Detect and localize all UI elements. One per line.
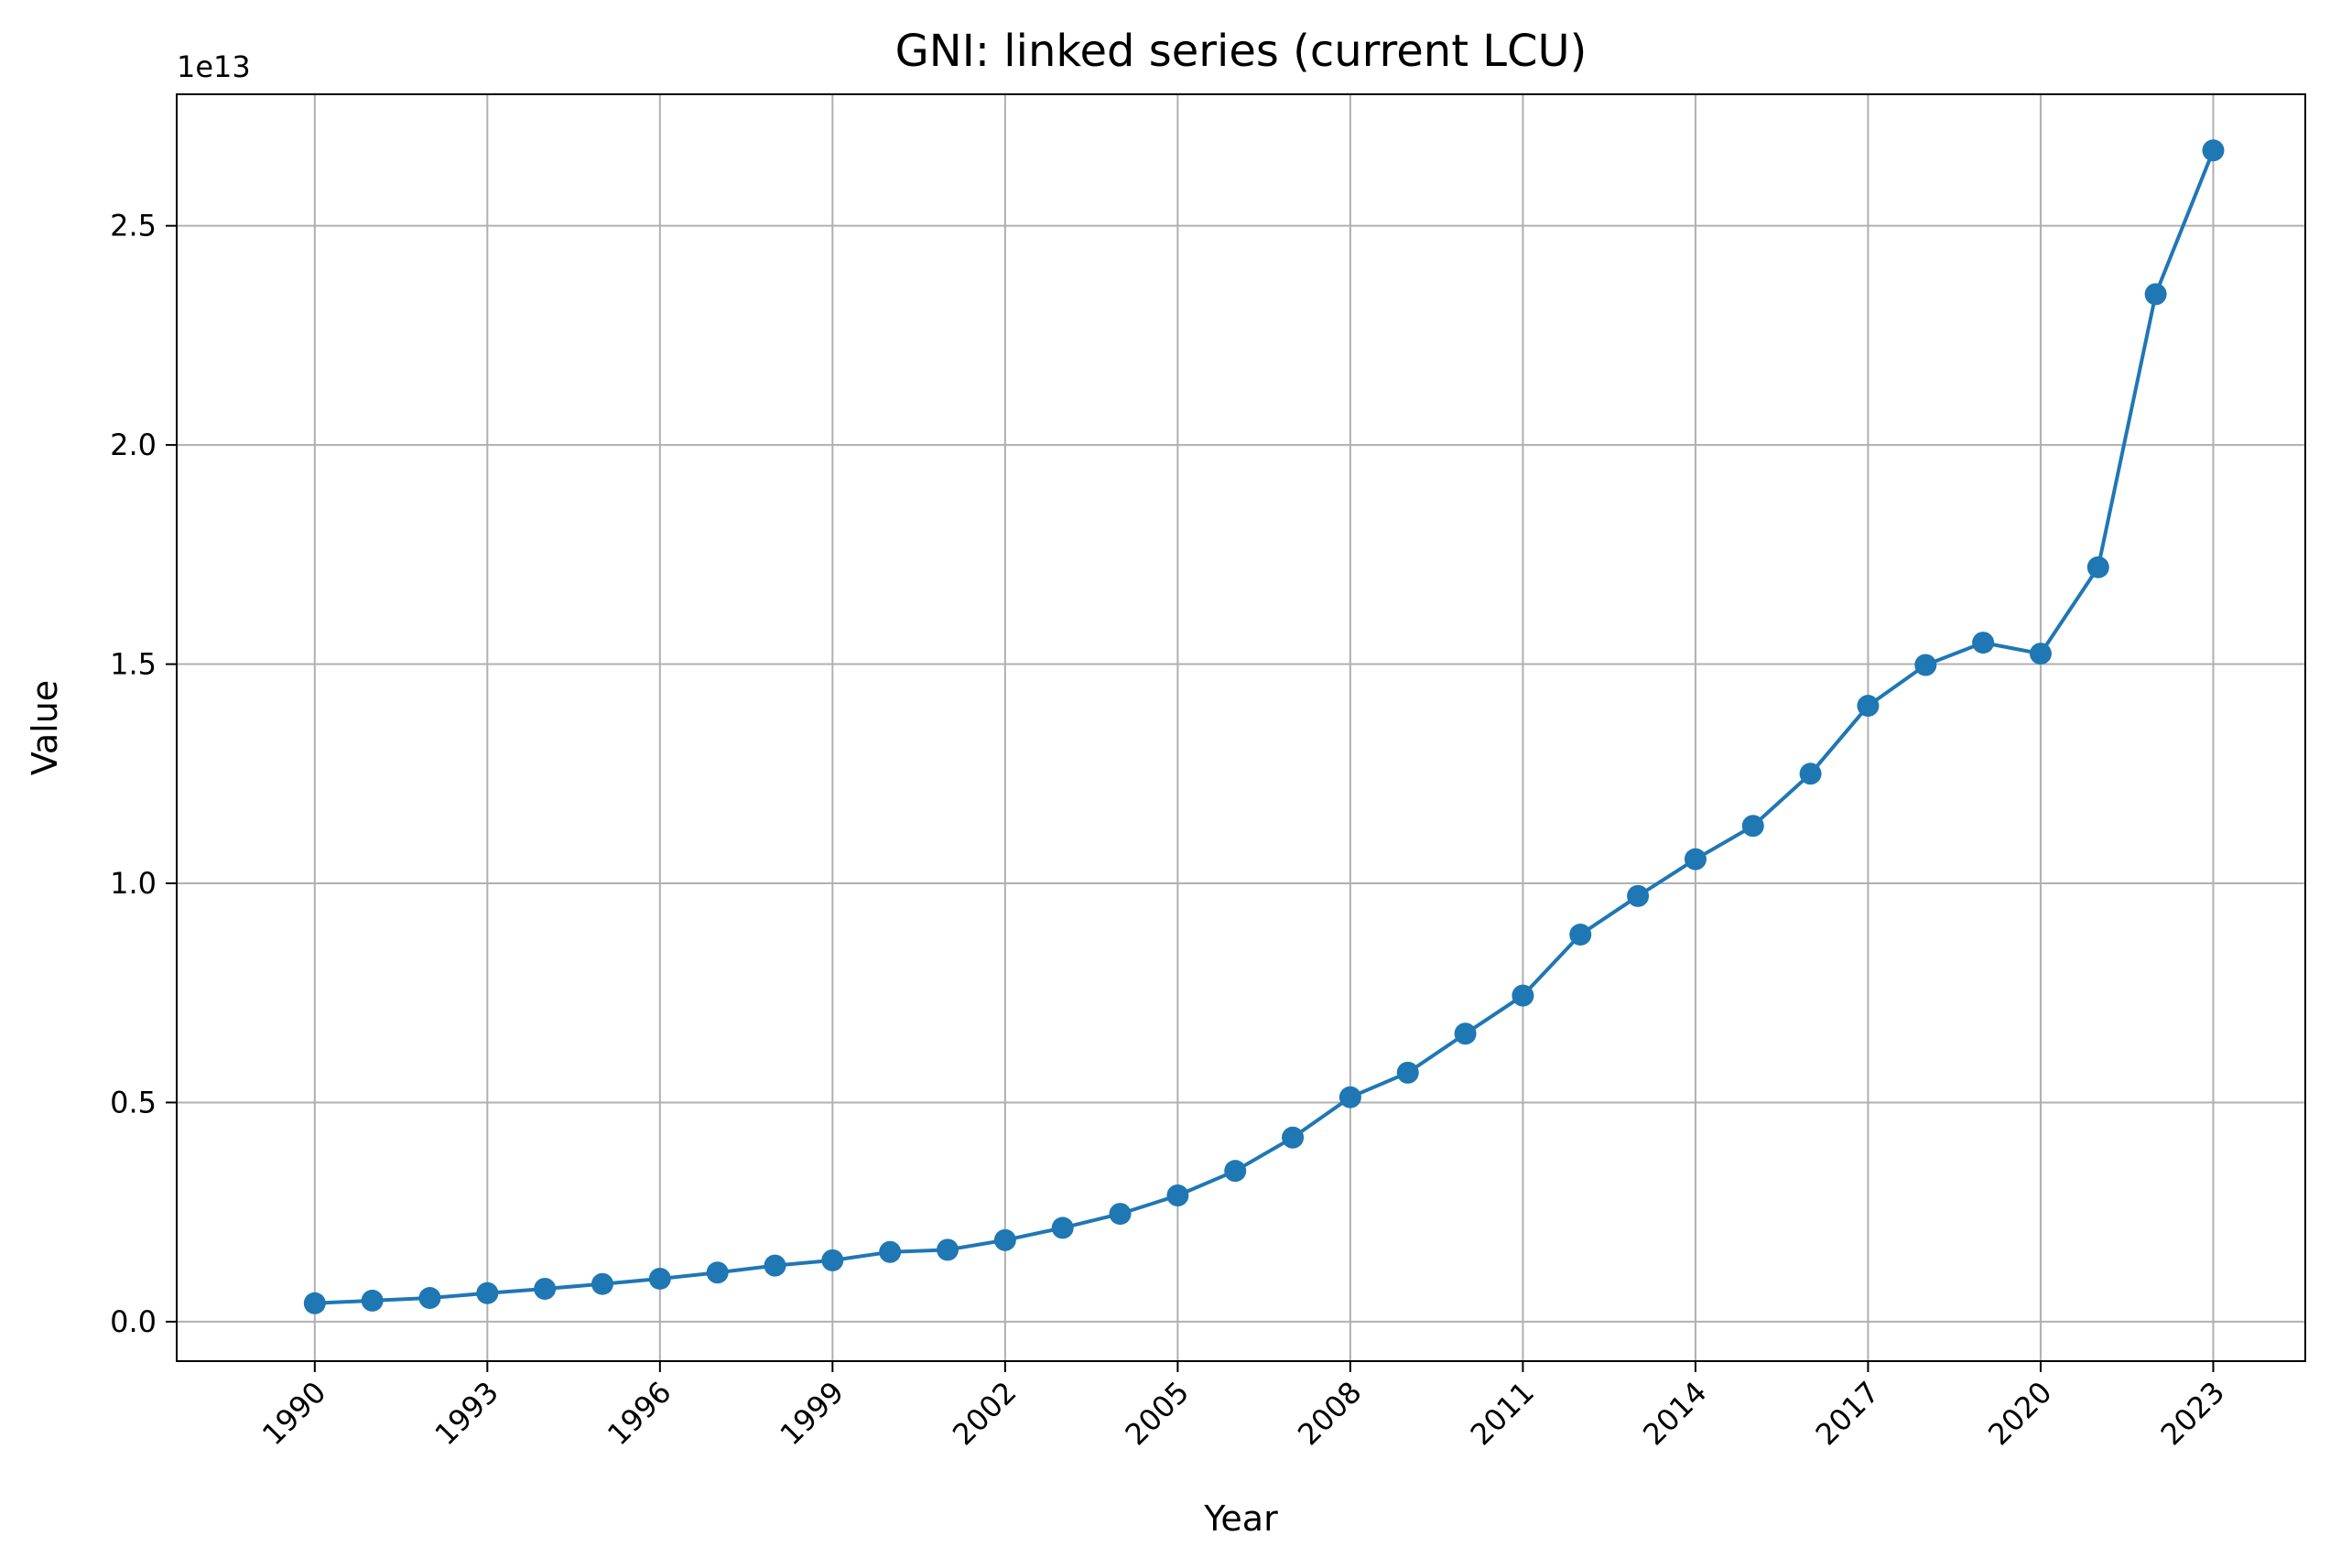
data-point	[1224, 1160, 1247, 1183]
data-point	[303, 1292, 326, 1314]
plot-frame	[176, 93, 2306, 1362]
data-point	[1972, 632, 1995, 654]
y-tick-label: 2.0	[110, 427, 157, 462]
series-layer	[303, 139, 2225, 1314]
data-point	[764, 1254, 786, 1277]
data-point	[1857, 695, 1880, 718]
data-point	[1741, 815, 1764, 838]
data-point	[1454, 1022, 1477, 1045]
y-tick-label: 1.0	[110, 866, 157, 901]
data-point	[2144, 283, 2167, 306]
x-axis-ticks: 1990 1993 1996 1999 2002 2005 2008 2011 2014 2017…	[255, 1361, 2231, 1452]
y-tick-label: 0.0	[110, 1304, 157, 1339]
data-point	[1627, 884, 1650, 907]
data-point	[2202, 139, 2225, 162]
data-point	[1914, 654, 1937, 676]
data-point	[706, 1261, 729, 1284]
data-point	[361, 1289, 384, 1312]
data-point	[1109, 1203, 1132, 1226]
data-point	[1282, 1126, 1305, 1149]
data-point	[1051, 1217, 1074, 1239]
y-tick-label: 2.5	[110, 209, 157, 243]
data-point	[1799, 762, 1822, 785]
data-point	[1166, 1184, 1189, 1206]
data-point	[937, 1238, 959, 1261]
data-point	[821, 1249, 844, 1271]
data-point	[418, 1287, 441, 1310]
data-point	[534, 1277, 557, 1300]
y-axis-label: Value	[25, 680, 65, 775]
data-point	[1396, 1061, 1419, 1084]
data-point	[879, 1240, 902, 1263]
data-point	[591, 1272, 613, 1295]
data-point	[1512, 984, 1534, 1007]
data-point	[476, 1281, 499, 1304]
data-point	[1569, 924, 1592, 946]
data-point	[1684, 848, 1707, 871]
y-tick-label: 0.5	[110, 1085, 157, 1119]
x-axis-label: Year	[1203, 1498, 1278, 1539]
grid-lines	[177, 94, 2305, 1361]
data-point	[1338, 1086, 1361, 1108]
data-point	[993, 1228, 1016, 1251]
y-tick-label: 1.5	[110, 647, 157, 682]
data-point	[2029, 643, 2052, 665]
data-point	[2086, 556, 2109, 579]
y-axis-offset-label: 1e13	[177, 49, 251, 84]
y-axis-ticks: 0.0 0.5 1.0 1.5 2.0 2.5	[110, 209, 177, 1339]
chart-title: GNI: linked series (current LCU)	[895, 26, 1588, 77]
data-point	[648, 1267, 671, 1290]
series-line	[314, 149, 2216, 1305]
